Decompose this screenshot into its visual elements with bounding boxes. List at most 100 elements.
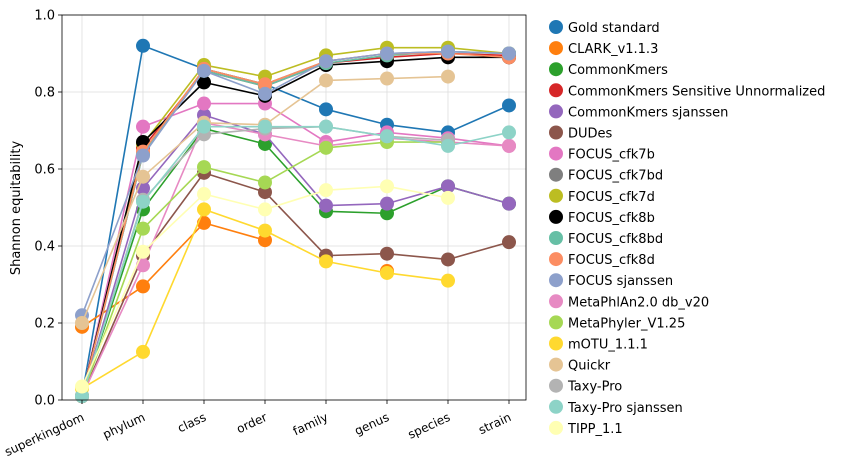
series-point (258, 175, 272, 190)
legend-marker (549, 357, 563, 372)
legend-label: FOCUS_cfk7b (568, 148, 655, 163)
series-point (136, 258, 150, 273)
series-point (258, 223, 272, 238)
legend-label: CommonKmers Sensitive Unnormalized (568, 84, 825, 99)
series-point (258, 136, 272, 151)
series-point (136, 135, 150, 150)
series-12 (75, 44, 516, 323)
legend-marker (549, 125, 563, 140)
legend-marker (549, 231, 563, 245)
series-point (502, 46, 516, 61)
y-tick-label: 0.8 (34, 86, 55, 101)
legend-marker (549, 146, 563, 161)
series-point (258, 185, 272, 200)
legend-marker (549, 378, 563, 393)
legend-marker (549, 315, 563, 330)
legend-marker (549, 273, 563, 288)
series-point (380, 71, 394, 86)
series-point (380, 265, 394, 280)
legend-marker (549, 188, 563, 203)
y-tick-label: 0.4 (34, 240, 55, 255)
legend-item: FOCUS sjanssen (549, 273, 673, 289)
x-tick-label-species: species (406, 410, 453, 442)
series-point (441, 44, 455, 59)
legend-label: FOCUS_cfk8d (568, 253, 655, 268)
series-line (81, 50, 510, 316)
series-line (81, 44, 510, 397)
series-line (81, 114, 510, 397)
series-point (380, 129, 394, 144)
legend-item: DUDes (549, 125, 613, 142)
legend-marker (549, 209, 563, 224)
series-point (258, 119, 272, 134)
series-line (81, 52, 510, 397)
x-tick-label-phylum: phylum (101, 410, 148, 442)
series-point (502, 196, 516, 211)
legend-item: FOCUS_cfk7d (549, 188, 655, 205)
x-tick-label-order: order (234, 410, 269, 436)
plot-frame (61, 14, 527, 401)
series-point (380, 246, 394, 261)
legend-marker (549, 62, 563, 77)
legend-item: Quickr (549, 357, 611, 374)
series-point (197, 96, 211, 111)
legend-label: FOCUS sjanssen (568, 274, 673, 289)
legend-marker (549, 20, 563, 34)
series-point (197, 63, 211, 78)
series-point (319, 102, 333, 117)
series-point (197, 215, 211, 230)
series-point (197, 119, 211, 134)
series-point (441, 252, 455, 267)
series-point (502, 138, 516, 153)
series-point (258, 233, 272, 248)
series-14 (75, 135, 455, 404)
legend-label: Taxy-Pro sjanssen (567, 401, 683, 416)
series-point (441, 273, 455, 288)
series-line (81, 46, 510, 397)
legend-marker (549, 104, 563, 119)
series-line (81, 127, 510, 397)
legend-item: CommonKmers sjanssen (549, 104, 728, 120)
series-point (136, 169, 150, 184)
series-point (197, 187, 211, 202)
x-tick-label-superkingdom: superkingdom (2, 410, 86, 459)
series-point (502, 125, 516, 140)
legend-label: Taxy-Pro (567, 380, 622, 395)
series-point (136, 279, 150, 294)
series-point (441, 179, 455, 194)
series-point (319, 140, 333, 155)
legend-label: MetaPhlAn2.0 db_v20 (568, 295, 709, 310)
legend-label: DUDes (568, 127, 613, 142)
series-point (380, 206, 394, 221)
series-line (81, 222, 266, 328)
legend-item: MetaPhlAn2.0 db_v20 (549, 294, 709, 310)
series-line (81, 102, 510, 397)
legend-item: FOCUS_cfk8bd (549, 231, 663, 247)
series-point (136, 244, 150, 259)
series-point (441, 69, 455, 84)
legend-marker (549, 252, 563, 267)
series-point (441, 138, 455, 153)
series-point (319, 254, 333, 269)
legend-label: Gold standard (568, 21, 660, 36)
series-point (75, 316, 89, 330)
legend-item: TIPP_1.1 (549, 420, 623, 437)
x-tick-label-class: class (175, 410, 208, 435)
legend-item: CommonKmers Sensitive Unnormalized (549, 83, 825, 99)
series-point (380, 46, 394, 61)
series-point (502, 98, 516, 113)
legend-marker (549, 41, 563, 56)
legend-label: CommonKmers (568, 63, 668, 78)
legend-item: mOTU_1.1.1 (549, 336, 648, 353)
legend-label: FOCUS_cfk8b (568, 211, 655, 226)
legend: Gold standard CLARK_v1.1.3 CommonKmers Comm… (549, 20, 825, 437)
x-tick-label-family: family (291, 410, 330, 438)
legend-item: FOCUS_cfk8b (549, 209, 655, 226)
series-point (75, 379, 89, 394)
legend-label: MetaPhyler_V1.25 (568, 316, 685, 331)
legend-item: MetaPhyler_V1.25 (549, 315, 685, 331)
series-point (197, 75, 211, 90)
legend-label: FOCUS_cfk7bd (568, 169, 663, 184)
legend-marker (549, 294, 563, 309)
y-tick-label: 0.0 (34, 394, 55, 409)
